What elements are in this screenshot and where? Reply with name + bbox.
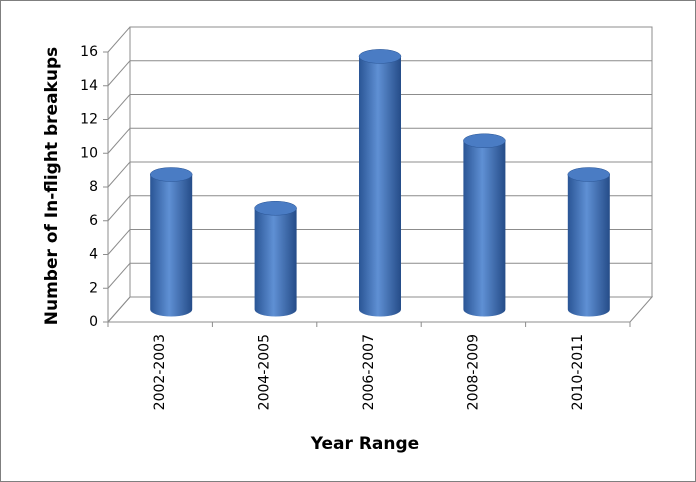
grid-line (107, 94, 652, 120)
grid-line (107, 26, 652, 53)
y-tick-label: 16 (80, 44, 98, 60)
y-tick-label: 14 (80, 78, 98, 94)
y-tick-label: 0 (89, 314, 98, 330)
y-tick-label: 12 (80, 112, 98, 128)
y-tick-label: 6 (89, 213, 98, 229)
x-tick-label: 2010-2011 (570, 334, 586, 410)
bar-top (149, 167, 193, 182)
y-axis-title: Number of In-flight breakups (42, 47, 62, 326)
x-axis-title: Year Range (310, 434, 419, 454)
x-tick-label: 2006-2007 (361, 334, 377, 410)
y-tick-label: 10 (80, 145, 98, 161)
bar-top (358, 49, 402, 64)
x-tick-label: 2008-2009 (465, 334, 481, 410)
y-tick-label: 4 (89, 247, 98, 263)
bar-top (254, 201, 297, 216)
grid-line (107, 60, 652, 87)
bar-top (463, 133, 506, 148)
x-tick-label: 2004-2005 (257, 334, 273, 410)
y-tick-label: 8 (89, 179, 98, 195)
y-tick-label: 2 (89, 280, 98, 296)
x-tick-label: 2002-2003 (152, 334, 168, 410)
bar (463, 140, 506, 317)
bar (150, 174, 193, 317)
bar (359, 56, 401, 317)
bar-top (567, 167, 611, 182)
bar (567, 174, 610, 317)
grid-line (107, 127, 652, 154)
bar (254, 208, 297, 317)
